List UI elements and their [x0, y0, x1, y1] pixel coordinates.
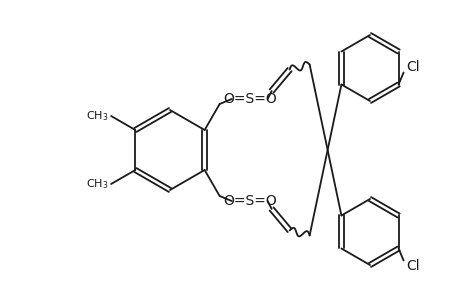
Text: O=S=O: O=S=O [222, 92, 276, 106]
Text: CH$_3$: CH$_3$ [85, 109, 108, 123]
Text: CH$_3$: CH$_3$ [85, 177, 108, 191]
Text: Cl: Cl [406, 260, 419, 274]
Text: Cl: Cl [406, 59, 419, 74]
Text: O=S=O: O=S=O [222, 194, 276, 208]
